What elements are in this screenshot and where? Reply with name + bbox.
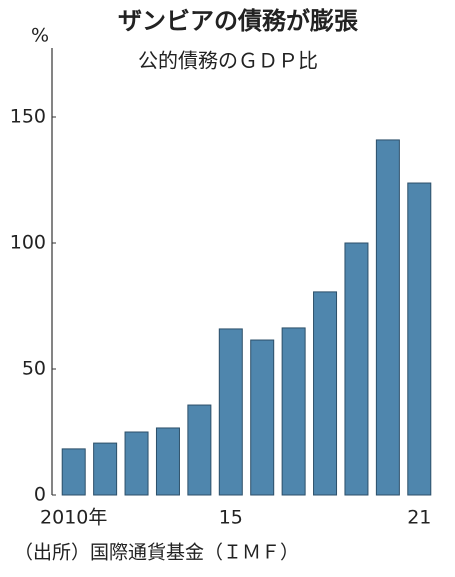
y-tick-label: 50 bbox=[22, 358, 46, 380]
x-tick-label: 21 bbox=[407, 507, 431, 529]
bar bbox=[93, 442, 118, 496]
x-tick-label: 15 bbox=[219, 507, 243, 529]
bar bbox=[187, 404, 212, 496]
bar bbox=[375, 139, 400, 496]
y-tick-label: 150 bbox=[10, 106, 46, 128]
x-tick-label: 2010年 bbox=[40, 507, 107, 529]
bar bbox=[281, 327, 306, 496]
y-tick-label: 100 bbox=[10, 232, 46, 254]
bar bbox=[344, 242, 369, 496]
bar bbox=[407, 182, 432, 496]
chart-subtitle: 公的債務のＧＤＰ比 bbox=[138, 49, 318, 73]
bar bbox=[61, 448, 86, 496]
bar bbox=[155, 427, 180, 496]
bar bbox=[313, 291, 338, 496]
source-note: （出所）国際通貨基金（ＩＭＦ） bbox=[14, 542, 299, 564]
bar bbox=[218, 328, 243, 496]
y-unit: % bbox=[31, 25, 49, 47]
bar bbox=[124, 431, 149, 496]
bar bbox=[250, 339, 275, 496]
y-tick-label: 0 bbox=[34, 484, 46, 506]
chart-title: ザンビアの債務が膨張 bbox=[118, 7, 359, 35]
